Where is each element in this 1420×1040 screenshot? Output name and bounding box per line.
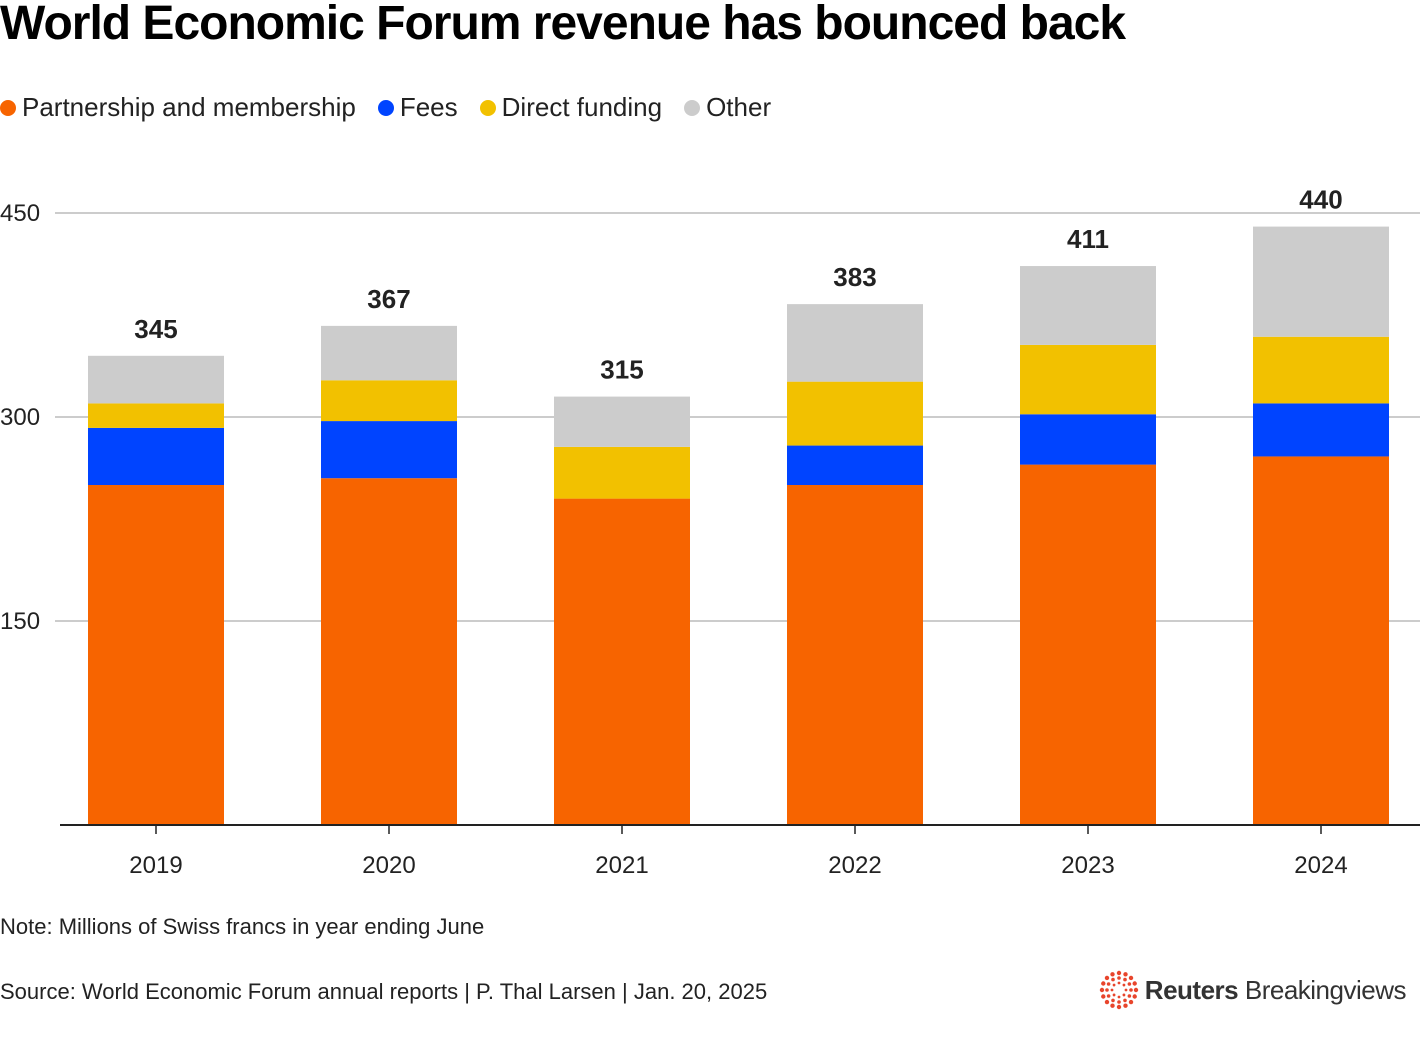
bar-segment-fees [1020, 414, 1156, 465]
reuters-dots-icon [1099, 970, 1138, 1010]
legend-item: Direct funding [479, 92, 663, 123]
bar-segment-direct-funding [787, 381, 923, 446]
bar-segment-other [88, 355, 224, 404]
total-label: 383 [833, 262, 876, 292]
legend-swatch [684, 99, 701, 116]
y-tick-label: 300 [0, 404, 40, 431]
bar-segment-other [1020, 266, 1156, 345]
chart-source: Source: World Economic Forum annual repo… [0, 979, 768, 1004]
logo-brand: Reuters [1144, 974, 1239, 1005]
x-tick-label: 2019 [129, 852, 182, 879]
bar-segment-direct-funding [1253, 336, 1389, 404]
legend-swatch [479, 99, 496, 116]
bar-segment-other [787, 304, 923, 382]
chart-note: Note: Millions of Swiss francs in year e… [0, 914, 485, 939]
bar-segment-fees [321, 421, 457, 479]
legend-item: Other [684, 92, 771, 123]
bar-segment-direct-funding [554, 446, 690, 499]
legend: Partnership and membership Fees Direct fun… [0, 92, 771, 123]
legend-item: Partnership and membership [0, 92, 356, 123]
x-tick-label: 2023 [1061, 852, 1114, 879]
bar-segment-partnership-and-membership [88, 485, 224, 825]
reuters-breakingviews-logo: Reuters Breakingviews [1099, 970, 1407, 1010]
legend-item: Fees [377, 92, 458, 123]
bar-segment-fees [1253, 403, 1389, 457]
x-tick-label: 2022 [828, 852, 881, 879]
x-tick-label: 2024 [1294, 852, 1347, 879]
legend-label: Other [706, 92, 772, 122]
legend-swatch [0, 99, 16, 116]
x-tick-label: 2020 [362, 852, 415, 879]
bar-segment-fees [787, 445, 923, 485]
total-label: 315 [600, 355, 643, 385]
bar-segment-partnership-and-membership [554, 498, 690, 825]
x-tick-label: 2021 [595, 852, 648, 879]
y-tick-label: 150 [0, 608, 40, 635]
bar-segment-partnership-and-membership [321, 478, 457, 825]
total-label: 345 [134, 314, 177, 344]
bar-segment-fees [88, 427, 224, 485]
total-label: 440 [1299, 185, 1342, 215]
total-label: 411 [1067, 224, 1109, 254]
y-tick-label: 450 [0, 200, 40, 227]
bar-segment-partnership-and-membership [1020, 464, 1156, 825]
legend-label: Partnership and membership [22, 92, 356, 122]
bar-segment-direct-funding [321, 380, 457, 422]
total-label: 367 [367, 284, 410, 314]
legend-label: Fees [399, 92, 458, 122]
bar-segment-partnership-and-membership [787, 485, 923, 825]
logo-product: Breakingviews [1244, 974, 1407, 1005]
bar-segment-direct-funding [88, 403, 224, 428]
bar-segment-partnership-and-membership [1253, 456, 1389, 825]
legend-label: Direct funding [501, 92, 663, 122]
bar-segment-direct-funding [1020, 344, 1156, 415]
chart-title: World Economic Forum revenue has bounced… [0, 0, 1126, 50]
bar-segment-other [321, 325, 457, 381]
legend-swatch [377, 99, 394, 116]
bar-segment-other [554, 396, 690, 447]
bar-segment-other [1253, 226, 1389, 337]
